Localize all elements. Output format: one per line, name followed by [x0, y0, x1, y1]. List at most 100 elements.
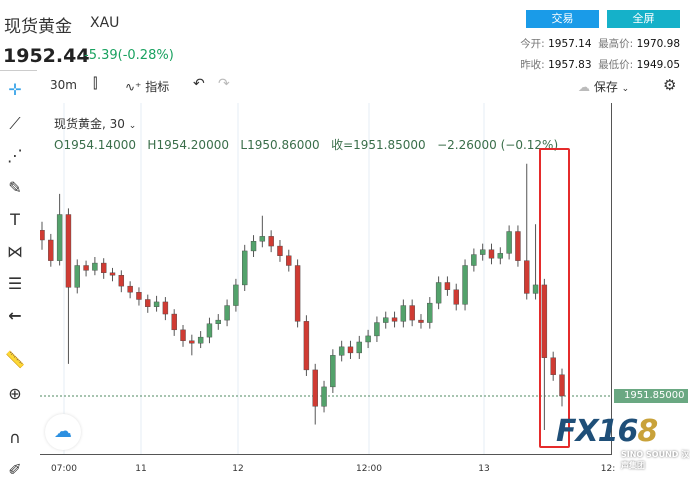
candle-body	[462, 265, 468, 305]
candle-body	[524, 260, 530, 294]
candle-body	[92, 262, 98, 271]
text-icon[interactable]: T	[10, 210, 20, 229]
candle-body	[532, 284, 539, 294]
interval-button[interactable]: 30m	[50, 78, 77, 92]
pattern-icon[interactable]: ⋈	[7, 242, 23, 261]
candle-body	[515, 231, 521, 261]
candle-body	[374, 322, 380, 337]
candle-body	[435, 282, 442, 304]
candle-body	[400, 305, 407, 322]
candle-body	[153, 301, 160, 307]
candle-body	[559, 374, 565, 397]
candle-body	[233, 284, 239, 306]
candle-body	[391, 317, 398, 322]
candle-body	[294, 265, 301, 322]
save-button[interactable]: ☁ 保存 ⌄	[578, 78, 629, 95]
candle-body	[383, 317, 389, 323]
candle-body	[65, 214, 72, 288]
candle-body	[189, 340, 195, 344]
crosshair-icon[interactable]: ✛	[8, 80, 22, 99]
measure-icon[interactable]: ☰	[7, 274, 23, 293]
current-price: 1952.44	[3, 45, 90, 67]
candle-body	[56, 214, 63, 261]
open-value: 1957.14	[548, 38, 592, 50]
candle-body	[171, 313, 177, 331]
candle-body	[506, 231, 512, 254]
magnet-icon[interactable]: ∩	[9, 428, 21, 447]
save-label: 保存	[593, 80, 618, 94]
candle-body	[74, 265, 80, 288]
time-axis[interactable]: 07:00 11 12 12:00 13 12:	[40, 455, 616, 481]
candle-body	[215, 319, 221, 324]
chart-legend-title[interactable]: 现货黄金, 30 ⌄	[54, 115, 136, 132]
candle-body	[321, 386, 327, 407]
candle-body	[365, 335, 371, 343]
fullscreen-button[interactable]: 全屏	[607, 10, 680, 28]
candle-body	[250, 241, 257, 252]
candle-body	[550, 357, 556, 375]
instrument-title: 现货黄金	[4, 17, 72, 37]
instrument-symbol: XAU	[90, 15, 120, 31]
candle-body	[286, 255, 292, 266]
candle-body	[162, 301, 169, 315]
candle-body	[48, 239, 54, 261]
undo-icon[interactable]: ↶	[193, 76, 205, 92]
fib-icon[interactable]: ⋰	[7, 146, 23, 165]
trend-line-icon[interactable]: ⟋	[9, 114, 21, 133]
candle-body	[418, 319, 424, 323]
cloud-icon: ☁	[578, 80, 590, 94]
time-tick-label: 13	[478, 464, 490, 474]
candle-body	[259, 236, 266, 242]
low-value: 1949.05	[636, 59, 680, 71]
candle-body	[242, 250, 248, 286]
candle-body	[145, 299, 151, 307]
candle-body	[40, 230, 45, 241]
candle-body	[444, 282, 451, 290]
candle-body	[347, 346, 354, 354]
time-tick-label: 12:00	[356, 464, 382, 474]
lock-pencil-icon[interactable]: ✐	[8, 460, 22, 479]
candlestick-chart[interactable]	[40, 103, 612, 455]
indicators-label: 指标	[145, 80, 170, 94]
stats-row-1: 今开: 1957.14 最高价: 1970.98	[520, 36, 680, 51]
high-value: 1970.98	[636, 38, 680, 50]
arrow-left-icon[interactable]: ←	[8, 306, 22, 325]
candle-body	[479, 249, 486, 255]
trade-button[interactable]: 交易	[526, 10, 599, 28]
candle-body	[330, 355, 336, 388]
last-price-label: 1951.85000	[614, 389, 688, 403]
time-tick-label: 12	[232, 464, 244, 474]
redo-icon[interactable]: ↷	[218, 76, 230, 92]
fx168-watermark: FX168	[556, 414, 658, 449]
candle-body	[127, 285, 133, 293]
candle-body	[488, 249, 495, 259]
candle-body	[541, 284, 548, 358]
settings-gear-icon[interactable]: ⚙	[663, 76, 677, 94]
candle-body	[356, 341, 362, 354]
candle-body	[409, 305, 415, 321]
candle-body	[303, 321, 310, 371]
brush-icon[interactable]: ✎	[8, 178, 22, 197]
candle-body	[118, 275, 125, 287]
ruler-icon[interactable]: 📏	[5, 350, 25, 369]
candle-body	[206, 323, 213, 338]
prev-close-value: 1957.83	[548, 59, 592, 71]
price-change: -5.39(-0.28%)	[84, 48, 174, 63]
stats-row-2: 昨收: 1957.83 最低价: 1949.05	[520, 57, 680, 72]
candle-body	[453, 289, 459, 305]
indicators-button[interactable]: ∿⁺ 指标	[125, 78, 169, 95]
candle-body	[268, 236, 274, 247]
zoom-in-icon[interactable]: ⊕	[8, 384, 22, 403]
chevron-down-icon: ⌄	[128, 121, 137, 131]
candle-body	[224, 305, 230, 321]
time-tick-label: 12:	[600, 464, 616, 474]
divider	[0, 70, 37, 71]
candle-type-icon[interactable]: ⫿	[93, 76, 98, 92]
candle-body	[497, 253, 504, 259]
ohlc-legend: O1954.14000 H1954.20000 L1950.86000 收=19…	[54, 138, 559, 152]
cloud-logo-icon[interactable]: ☁	[45, 414, 81, 450]
candle-body	[109, 272, 116, 276]
candle-body	[427, 302, 433, 323]
candle-body	[197, 336, 204, 344]
candle-body	[277, 245, 283, 256]
